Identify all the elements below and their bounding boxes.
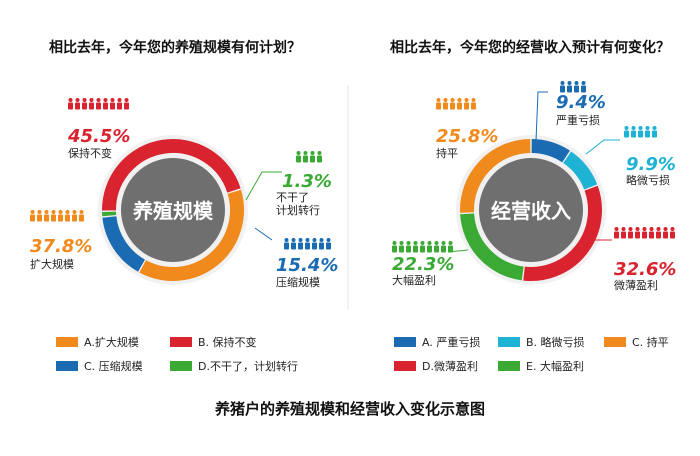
category-label: 扩大规模 — [30, 257, 74, 271]
chart-2-center-label: 经营收入 — [491, 199, 571, 223]
legend-item: B. 略微亏损 — [498, 335, 585, 349]
leader-line — [535, 91, 548, 142]
people-icon-0-1 — [30, 210, 84, 222]
legend-item: B. 保持不变 — [170, 335, 257, 349]
legend-label: B. 略微亏损 — [526, 335, 585, 349]
people-icon-1-0 — [560, 81, 586, 93]
people-icon-0-3 — [296, 151, 322, 163]
leader-line — [585, 139, 620, 155]
category-label: 持平 — [436, 146, 458, 160]
donut-slice-5 — [460, 139, 531, 213]
donut-chart-scale — [98, 135, 248, 285]
category-label: 压缩规模 — [276, 275, 320, 289]
donut-center-disc — [121, 158, 225, 262]
people-icon-1-1 — [624, 126, 657, 138]
donut-slice-1 — [531, 139, 570, 163]
legend-item: C. 持平 — [604, 335, 669, 349]
category-label: 略微亏损 — [626, 173, 670, 187]
leader-line — [447, 249, 469, 253]
category-label: 严重亏损 — [556, 113, 600, 127]
leader-line — [245, 171, 282, 201]
value-label: 37.8% — [30, 236, 92, 257]
chart-1-center-label: 养殖规模 — [132, 199, 214, 223]
legend-item: D.微薄盈利 — [394, 359, 478, 373]
people-icon-1-4 — [436, 98, 476, 110]
legend-label: B. 保持不变 — [198, 335, 257, 349]
legend-label: A.扩大规模 — [84, 335, 139, 349]
donut-slice-2 — [139, 189, 244, 281]
legend-item: E. 大幅盈利 — [498, 359, 584, 373]
category-label: 计划转行 — [276, 203, 320, 217]
legend-swatch — [56, 361, 78, 371]
value-label: 25.8% — [436, 126, 498, 147]
figure-caption: 养猪户的养殖规模和经营收入变化示意图 — [214, 400, 485, 418]
donut-slice-4 — [460, 213, 524, 281]
legend-swatch — [170, 337, 192, 347]
legend-swatch — [394, 337, 416, 347]
legend-label: C. 压缩规模 — [84, 359, 143, 373]
legend-item: C. 压缩规模 — [56, 359, 143, 373]
legend-swatch — [498, 337, 520, 347]
legend-swatch — [56, 337, 78, 347]
donut-slice-3 — [523, 185, 602, 281]
legend-swatch — [170, 361, 192, 371]
donut-chart-income — [456, 135, 606, 285]
people-icon-1-3 — [392, 241, 453, 253]
people-icon-0-2 — [284, 238, 331, 250]
donut-slice-3 — [102, 215, 146, 272]
donut-slice-2 — [562, 151, 598, 190]
legend-label: D.不干了，计划转行 — [198, 359, 298, 373]
donut-slice-1 — [101, 139, 241, 211]
value-label: 9.4% — [556, 92, 606, 113]
legend-label: D.微薄盈利 — [422, 359, 478, 373]
legend-item: D.不干了，计划转行 — [170, 359, 298, 373]
legend-item: A.扩大规模 — [56, 335, 139, 349]
people-icon-0-0 — [68, 98, 129, 110]
category-label: 大幅盈利 — [392, 273, 436, 287]
legend-label: C. 持平 — [632, 335, 669, 349]
legend-swatch — [394, 361, 416, 371]
category-label: 不干了 — [276, 191, 309, 204]
legend-label: E. 大幅盈利 — [526, 359, 584, 373]
legend-swatch — [498, 361, 520, 371]
legends: A.扩大规模 B. 保持不变 C. 压缩规模 D.不干了，计划转行 A. 严重亏损 B. … — [56, 335, 669, 373]
legend-swatch — [604, 337, 626, 347]
legend-label: A. 严重亏损 — [422, 335, 480, 349]
value-label: 22.3% — [392, 254, 454, 275]
value-label: 9.9% — [626, 154, 676, 175]
value-label: 1.3% — [282, 171, 332, 192]
chart-1-title: 相比去年，今年您的养殖规模有何计划？ — [49, 39, 301, 56]
value-label: 45.5% — [67, 126, 130, 147]
legend-item: A. 严重亏损 — [394, 335, 480, 349]
category-label: 微薄盈利 — [614, 278, 658, 292]
donut-center-disc — [479, 158, 583, 262]
category-label: 保持不变 — [68, 146, 112, 160]
leader-line — [254, 227, 273, 241]
value-label: 32.6% — [614, 259, 676, 280]
people-icon-1-2 — [614, 227, 675, 239]
value-label: 15.4% — [276, 255, 338, 276]
chart-2-title: 相比去年，今年您的经营收入预计有何变化？ — [390, 39, 670, 56]
